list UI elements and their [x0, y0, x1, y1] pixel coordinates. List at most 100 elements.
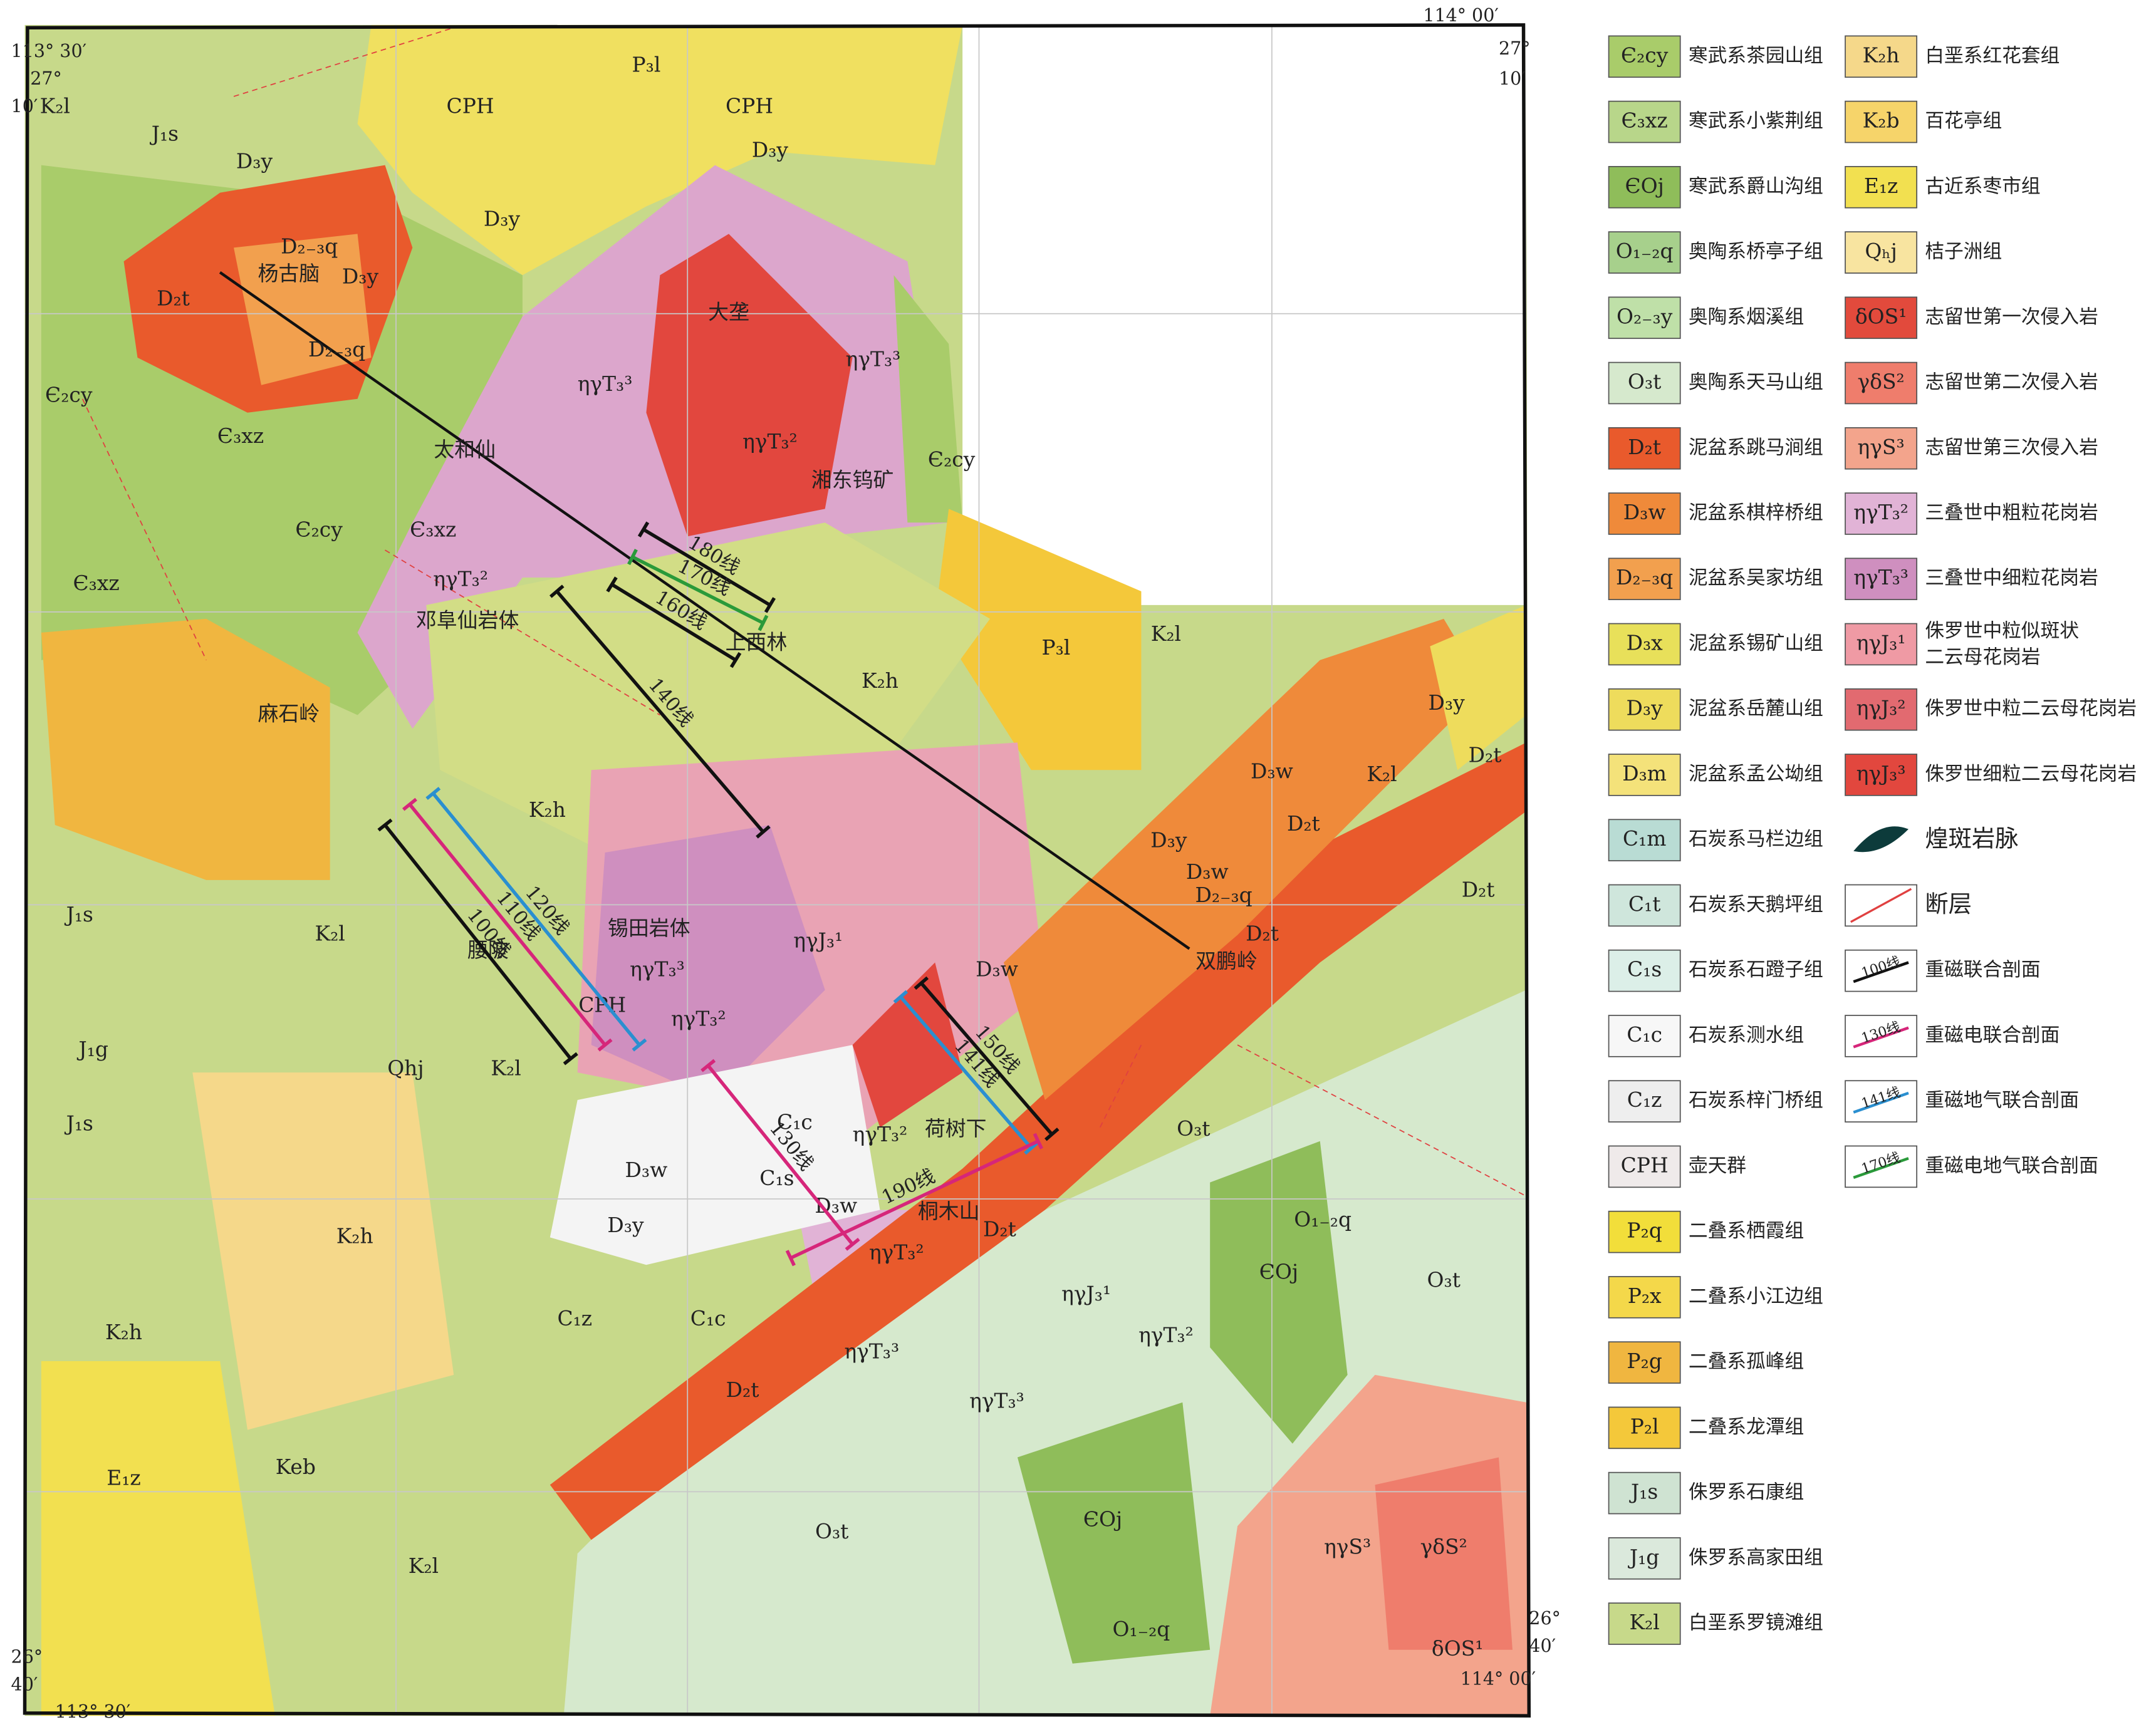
map-label: Qhj	[387, 1056, 424, 1081]
legend-swatch	[1608, 558, 1681, 601]
profile-cap	[764, 597, 776, 613]
legend-swatch	[1845, 166, 1918, 209]
legend-code: C₁c	[1627, 1022, 1662, 1047]
profile-symbol	[1853, 1157, 1909, 1180]
legend-code: C₁s	[1627, 957, 1662, 982]
map-label: D₃y	[752, 138, 789, 162]
legend-code: K₂b	[1863, 108, 1900, 133]
map-label: 荷树下	[925, 1116, 987, 1141]
map-label: D₂t	[157, 286, 190, 311]
fault-symbol	[1850, 888, 1912, 923]
legend-name: 煌斑岩脉	[1925, 825, 2018, 853]
legend-code: Є₃xz	[1622, 108, 1668, 133]
map-label: 锡田岩体	[608, 916, 690, 940]
profile-cap	[563, 1052, 578, 1066]
legend-swatch	[1608, 427, 1681, 470]
legend-swatch	[1608, 1341, 1681, 1384]
coordinate-label: 10′	[1499, 68, 1526, 89]
legend-name: 泥盆系吴家坊组	[1689, 567, 1823, 589]
legend-name: 石炭系天鹅坪组	[1689, 893, 1823, 916]
map-area	[24, 24, 1529, 1716]
dike-symbol	[1853, 826, 1909, 853]
legend-code: J₁s	[1629, 1480, 1658, 1504]
map-label: 桐木山	[918, 1199, 980, 1223]
legend-code: J₁g	[1628, 1545, 1659, 1569]
profile-segment	[611, 583, 737, 662]
legend-swatch	[1608, 1210, 1681, 1253]
map-label: 上西林	[726, 630, 788, 654]
map-label: CPH	[726, 94, 773, 118]
map-label: Є₂cy	[45, 382, 93, 407]
legend-swatch	[1608, 1276, 1681, 1319]
legend-name: 石炭系梓门桥组	[1689, 1089, 1823, 1112]
map-label: ηγS³	[1324, 1534, 1371, 1558]
map-label: Є₃xz	[410, 517, 456, 541]
legend-name: 石炭系测水组	[1689, 1024, 1804, 1046]
legend-swatch	[1845, 688, 1918, 731]
map-label: O₃t	[1427, 1268, 1461, 1292]
map-label: ηγT₃³	[969, 1389, 1024, 1413]
legend-code: C₁m	[1623, 826, 1667, 851]
legend-name: 百花亭组	[1925, 110, 2002, 132]
legend-swatch	[1845, 100, 1918, 143]
map-label: D₃y	[1150, 827, 1187, 852]
legend-name: 壶天群	[1689, 1154, 1746, 1177]
legend-name: 奥陶系烟溪组	[1689, 306, 1804, 328]
legend-code: ηγT₃³	[1853, 565, 1909, 589]
legend-code: E₁z	[1864, 174, 1898, 198]
map-label: ηγT₃³	[844, 1339, 899, 1364]
profile-symbol	[1853, 1091, 1909, 1114]
profile-cap	[637, 521, 650, 537]
map-label: P₃l	[1041, 635, 1070, 660]
map-label: ηγT₃³	[630, 957, 685, 982]
profile-cap	[845, 1237, 860, 1251]
legend-code: C₁z	[1627, 1087, 1662, 1112]
map-label: J₁s	[65, 902, 93, 926]
map-label: 湘东钨矿	[811, 467, 894, 492]
legend-swatch	[1608, 361, 1681, 405]
map-label: δOS¹	[1432, 1636, 1484, 1661]
legend-name: 志留世第一次侵入岩	[1925, 306, 2098, 328]
map-label: D₂t	[1246, 921, 1279, 946]
map-label: ηγT₃²	[853, 1122, 908, 1146]
profile-segment	[789, 1139, 1039, 1260]
map-label: P₃l	[632, 53, 660, 77]
legend-swatch	[1608, 231, 1681, 274]
legend-swatch	[1608, 492, 1681, 535]
map-label: K₂h	[105, 1320, 142, 1344]
coordinate-label: 113° 30′	[11, 41, 87, 61]
map-label: Є₂cy	[295, 517, 343, 541]
legend-swatch	[1608, 688, 1681, 731]
map-label: ηγT₃²	[869, 1240, 924, 1265]
legend-swatch	[1608, 1471, 1681, 1515]
profile-segment	[642, 527, 771, 607]
legend-code: D₃w	[1623, 500, 1666, 524]
section-line	[219, 271, 1190, 950]
legend-code: D₃m	[1622, 761, 1667, 786]
profile-cap	[785, 1250, 796, 1267]
legend-name: 泥盆系孟公坳组	[1689, 762, 1823, 785]
legend-name: 志留世第二次侵入岩	[1925, 371, 2098, 393]
map-label: Є₃xz	[217, 423, 264, 448]
legend-swatch	[1845, 35, 1918, 78]
legend-code: O₃t	[1628, 370, 1661, 394]
map-label: K₂l	[1151, 621, 1181, 646]
profile-cap	[425, 787, 441, 801]
profile-cap	[893, 990, 909, 1004]
legend-name: 断层	[1925, 890, 1972, 918]
map-label: K₂l	[315, 921, 345, 946]
map-label: K₂l	[409, 1553, 439, 1578]
legend-code: ηγT₃²	[1853, 500, 1909, 524]
map-label: D₃y	[236, 148, 273, 173]
legend-swatch	[1845, 754, 1918, 796]
map-label: O₃t	[815, 1519, 848, 1543]
legend-swatch	[1608, 623, 1681, 666]
legend-name: 二云母花岗岩	[1925, 646, 2040, 668]
map-label: D₃y	[1429, 690, 1466, 715]
legend-swatch	[1608, 754, 1681, 796]
legend-code: CPH	[1621, 1153, 1669, 1177]
map-label: ηγJ₃¹	[793, 928, 843, 953]
map-label: ηγT₃³	[578, 371, 633, 396]
profile-segment	[920, 982, 1053, 1136]
coordinate-label: 40′	[1529, 1636, 1556, 1656]
